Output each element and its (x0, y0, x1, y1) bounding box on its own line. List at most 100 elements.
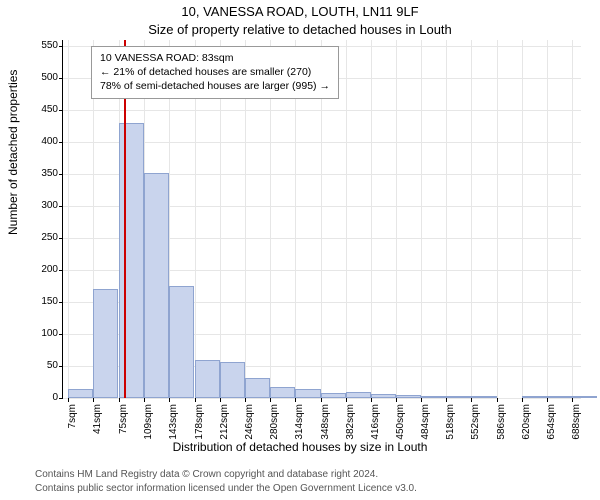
xtick-mark (119, 398, 120, 402)
xtick-label: 41sqm (92, 404, 103, 444)
histogram-bar (195, 360, 220, 398)
x-axis-label: Distribution of detached houses by size … (0, 440, 600, 454)
footer-line1: Contains HM Land Registry data © Crown c… (35, 469, 378, 480)
xtick-label: 620sqm (521, 404, 532, 444)
xtick-mark (245, 398, 246, 402)
xtick-mark (321, 398, 322, 402)
ytick-mark (59, 398, 63, 399)
footer-line2: Contains public sector information licen… (35, 483, 417, 494)
gridline-v (68, 40, 69, 398)
histogram-bar (321, 393, 346, 398)
xtick-label: 143sqm (168, 404, 179, 444)
histogram-bar (346, 392, 371, 398)
gridline-v (497, 40, 498, 398)
xtick-label: 109sqm (143, 404, 154, 444)
xtick-label: 688sqm (571, 404, 582, 444)
xtick-label: 280sqm (269, 404, 280, 444)
ytick-label: 250 (28, 232, 58, 243)
xtick-label: 416sqm (370, 404, 381, 444)
ytick-label: 500 (28, 72, 58, 83)
xtick-label: 552sqm (470, 404, 481, 444)
gridline-v (471, 40, 472, 398)
gridline-v (522, 40, 523, 398)
xtick-label: 314sqm (294, 404, 305, 444)
histogram-bar (421, 396, 446, 398)
chart-title-line2: Size of property relative to detached ho… (0, 22, 600, 37)
xtick-label: 7sqm (67, 404, 78, 444)
xtick-mark (371, 398, 372, 402)
y-axis-label: Number of detached properties (6, 70, 20, 235)
gridline-v (572, 40, 573, 398)
gridline-v (421, 40, 422, 398)
ytick-label: 100 (28, 328, 58, 339)
ytick-mark (59, 78, 63, 79)
xtick-mark (295, 398, 296, 402)
xtick-label: 382sqm (345, 404, 356, 444)
xtick-label: 518sqm (445, 404, 456, 444)
xtick-mark (93, 398, 94, 402)
ytick-label: 350 (28, 168, 58, 179)
ytick-label: 400 (28, 136, 58, 147)
ytick-label: 550 (28, 40, 58, 51)
histogram-bar (245, 378, 270, 398)
xtick-label: 75sqm (118, 404, 129, 444)
xtick-label: 586sqm (496, 404, 507, 444)
gridline-h (63, 398, 581, 399)
xtick-label: 212sqm (219, 404, 230, 444)
ytick-label: 200 (28, 264, 58, 275)
xtick-mark (270, 398, 271, 402)
xtick-mark (195, 398, 196, 402)
ytick-mark (59, 206, 63, 207)
annotation-line1: 10 VANESSA ROAD: 83sqm (100, 51, 330, 65)
chart-container: 10, VANESSA ROAD, LOUTH, LN11 9LF Size o… (0, 0, 600, 500)
ytick-label: 150 (28, 296, 58, 307)
chart-title-line1: 10, VANESSA ROAD, LOUTH, LN11 9LF (0, 4, 600, 19)
xtick-mark (497, 398, 498, 402)
ytick-label: 50 (28, 360, 58, 371)
histogram-bar (93, 289, 118, 398)
histogram-bar (471, 396, 496, 398)
xtick-mark (421, 398, 422, 402)
ytick-label: 300 (28, 200, 58, 211)
xtick-mark (396, 398, 397, 402)
gridline-h (63, 110, 581, 111)
xtick-label: 654sqm (546, 404, 557, 444)
histogram-bar (396, 395, 421, 398)
plot-area: 10 VANESSA ROAD: 83sqm← 21% of detached … (62, 40, 581, 399)
histogram-bar (572, 396, 597, 398)
histogram-bar (68, 389, 93, 398)
histogram-bar (144, 173, 169, 398)
ytick-mark (59, 238, 63, 239)
ytick-mark (59, 270, 63, 271)
xtick-label: 348sqm (320, 404, 331, 444)
ytick-label: 450 (28, 104, 58, 115)
xtick-mark (169, 398, 170, 402)
histogram-bar (295, 389, 320, 398)
xtick-mark (446, 398, 447, 402)
xtick-mark (220, 398, 221, 402)
ytick-mark (59, 334, 63, 335)
xtick-mark (144, 398, 145, 402)
xtick-mark (572, 398, 573, 402)
histogram-bar (220, 362, 245, 398)
gridline-v (371, 40, 372, 398)
xtick-mark (471, 398, 472, 402)
ytick-mark (59, 46, 63, 47)
ytick-label: 0 (28, 392, 58, 403)
histogram-bar (446, 396, 471, 398)
xtick-mark (547, 398, 548, 402)
ytick-mark (59, 142, 63, 143)
histogram-bar (547, 396, 572, 398)
xtick-mark (522, 398, 523, 402)
xtick-label: 450sqm (395, 404, 406, 444)
annotation-box: 10 VANESSA ROAD: 83sqm← 21% of detached … (91, 46, 339, 99)
histogram-bar (270, 387, 295, 399)
xtick-mark (346, 398, 347, 402)
ytick-mark (59, 302, 63, 303)
ytick-mark (59, 366, 63, 367)
gridline-v (396, 40, 397, 398)
gridline-v (446, 40, 447, 398)
xtick-label: 246sqm (244, 404, 255, 444)
xtick-label: 484sqm (420, 404, 431, 444)
ytick-mark (59, 174, 63, 175)
